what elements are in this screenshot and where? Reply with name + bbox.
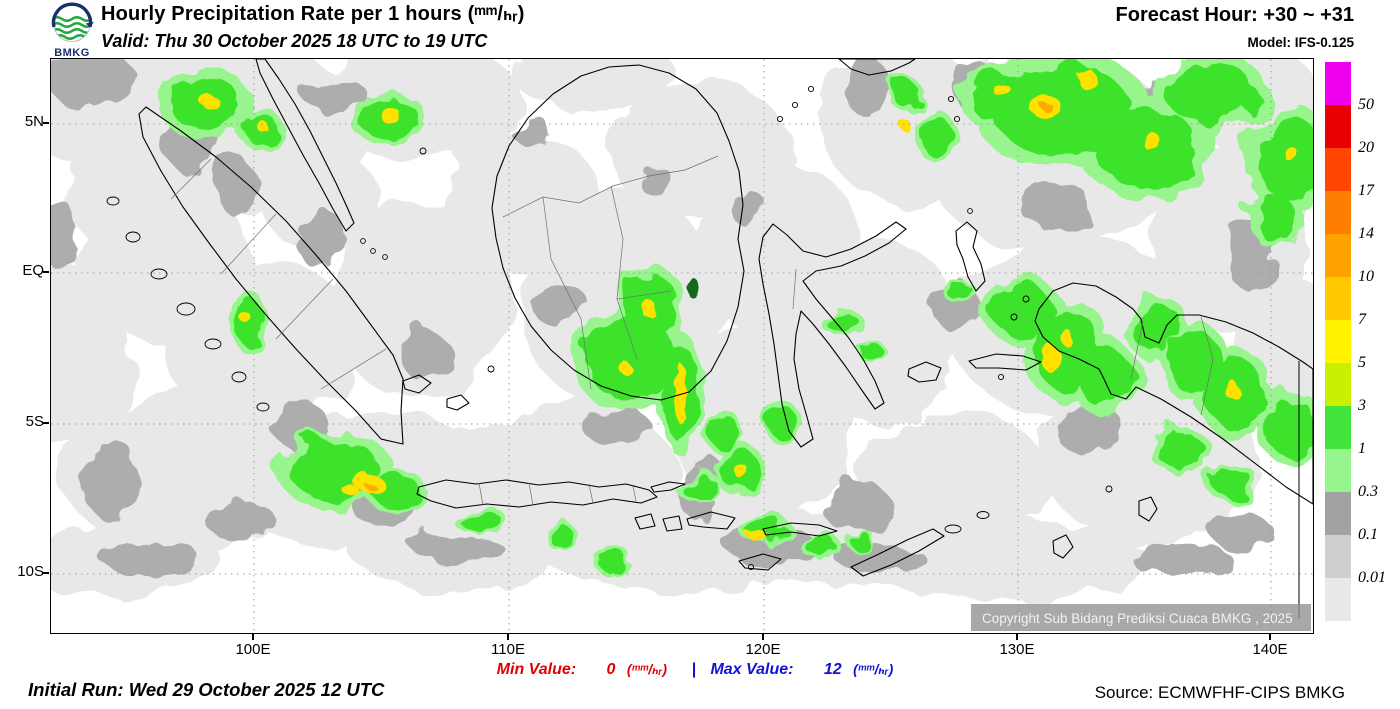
bmkg-logo: BMKG <box>46 2 98 59</box>
legend-color-block <box>1325 148 1351 191</box>
legend-color-block <box>1325 234 1351 277</box>
small-islands <box>106 85 1113 571</box>
legend-color-block <box>1325 191 1351 234</box>
legend-label: 3 <box>1358 397 1366 414</box>
legend-label: 10 <box>1358 268 1374 285</box>
precip-dense-spot <box>688 279 700 299</box>
legend-colorbar <box>1325 62 1351 621</box>
legend-label: 1 <box>1358 440 1366 457</box>
minmax-row: Min Value: 0 (ᵐᵐ/ₕᵣ) | Max Value: 12 (ᵐᵐ… <box>0 661 1400 679</box>
initial-run-label: Initial Run: Wed 29 October 2025 12 UTC <box>28 679 385 700</box>
max-value: 12 <box>823 661 842 678</box>
source-label: Source: ECMWFHF-CIPS BMKG <box>1094 683 1345 702</box>
legend-label: 5 <box>1358 354 1366 371</box>
precipitation-map: Copyright Sub Bidang Prediksi Cuaca BMKG… <box>50 58 1314 634</box>
valid-time-label: Valid: Thu 30 October 2025 18 UTC to 19 … <box>101 31 488 51</box>
legend-label: 0.1 <box>1358 526 1378 543</box>
coastlines <box>138 59 1313 577</box>
min-value-label: Min Value: <box>496 661 577 678</box>
legend-color-block <box>1325 449 1351 492</box>
admin-boundaries <box>170 155 1214 506</box>
page-title: Hourly Precipitation Rate per 1 hours (ᵐ… <box>101 3 525 25</box>
max-value-label: Max Value: <box>710 661 794 678</box>
lon-label-130e: 130E <box>999 641 1035 658</box>
legend-label: 17 <box>1358 182 1374 199</box>
legend-labels: 50 20 17 14 10 7 5 3 1 0.3 0.1 0.01 <box>1358 62 1400 624</box>
lon-label-120e: 120E <box>745 641 781 658</box>
axis-tick <box>43 422 49 424</box>
graticule <box>51 59 1313 633</box>
axis-tick <box>252 634 254 640</box>
axis-tick <box>762 634 764 640</box>
lat-label-10s: 10S <box>17 563 44 580</box>
forecast-hour-label: Forecast Hour: +30 ~ +31 <box>1115 4 1354 26</box>
legend-label: 0.3 <box>1358 483 1378 500</box>
axis-tick <box>43 572 49 574</box>
lat-label-5n: 5N <box>24 113 44 130</box>
legend-color-block <box>1325 320 1351 363</box>
map-copyright-text: Copyright Sub Bidang Prediksi Cuaca BMKG… <box>982 611 1293 626</box>
model-label: Model: IFS-0.125 <box>1247 35 1354 50</box>
legend-color-block <box>1325 62 1351 105</box>
axis-tick <box>507 634 509 640</box>
lon-label-140e: 140E <box>1252 641 1288 658</box>
lon-label-100e: 100E <box>235 641 271 658</box>
min-value-unit: (ᵐᵐ/ₕᵣ) <box>626 661 668 677</box>
axis-tick <box>1269 634 1271 640</box>
lat-label-5s: 5S <box>25 413 44 430</box>
legend-label: 14 <box>1358 225 1374 242</box>
legend-color-block <box>1325 406 1351 449</box>
lon-label-110e: 110E <box>491 641 525 658</box>
legend-color-block <box>1325 277 1351 320</box>
legend-label: 20 <box>1358 139 1374 156</box>
legend-color-block <box>1325 363 1351 406</box>
axis-tick <box>43 122 49 124</box>
bmkg-logo-icon <box>51 2 94 42</box>
legend-color-block <box>1325 492 1351 535</box>
map-copyright-band: Copyright Sub Bidang Prediksi Cuaca BMKG… <box>971 604 1311 631</box>
legend-label: 50 <box>1358 96 1374 113</box>
legend-color-block <box>1325 535 1351 578</box>
legend-label: 0.01 <box>1358 569 1386 586</box>
precipitation-map-canvas: Copyright Sub Bidang Prediksi Cuaca BMKG… <box>51 59 1313 633</box>
lat-label-eq: EQ <box>22 262 44 279</box>
axis-tick <box>43 271 49 273</box>
minmax-separator: | <box>691 661 696 678</box>
min-value: 0 <box>606 661 616 678</box>
legend-color-block <box>1325 578 1351 621</box>
bmkg-logo-text: BMKG <box>54 47 90 59</box>
axis-tick <box>1016 634 1018 640</box>
max-value-unit: (ᵐᵐ/ₕᵣ) <box>853 661 894 677</box>
legend-label: 7 <box>1358 311 1366 328</box>
precip-layer-orange <box>364 102 1052 488</box>
legend-color-block <box>1325 105 1351 148</box>
